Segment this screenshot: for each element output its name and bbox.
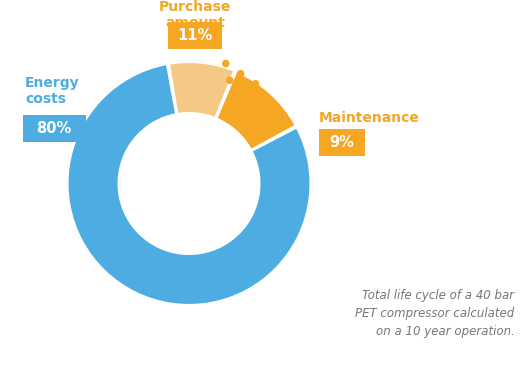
Text: Purchase
amount: Purchase amount	[159, 0, 231, 30]
Circle shape	[238, 70, 244, 77]
Circle shape	[72, 134, 79, 140]
Circle shape	[82, 147, 88, 153]
FancyBboxPatch shape	[319, 129, 365, 156]
Text: Energy
costs: Energy costs	[25, 76, 80, 106]
Circle shape	[253, 81, 258, 87]
Wedge shape	[169, 62, 234, 118]
Wedge shape	[68, 64, 310, 305]
Text: 9%: 9%	[330, 135, 354, 150]
Text: 80%: 80%	[37, 121, 72, 136]
Wedge shape	[216, 72, 296, 150]
Circle shape	[227, 77, 233, 83]
Circle shape	[281, 117, 287, 123]
Text: Total life cycle of a 40 bar
PET compressor calculated
on a 10 year operation.: Total life cycle of a 40 bar PET compres…	[355, 288, 514, 338]
FancyBboxPatch shape	[23, 116, 86, 142]
Circle shape	[77, 140, 83, 146]
FancyBboxPatch shape	[169, 22, 222, 49]
Circle shape	[223, 61, 229, 66]
Circle shape	[254, 97, 260, 103]
Text: 11%: 11%	[177, 28, 213, 43]
Text: Maintenance: Maintenance	[319, 111, 420, 125]
